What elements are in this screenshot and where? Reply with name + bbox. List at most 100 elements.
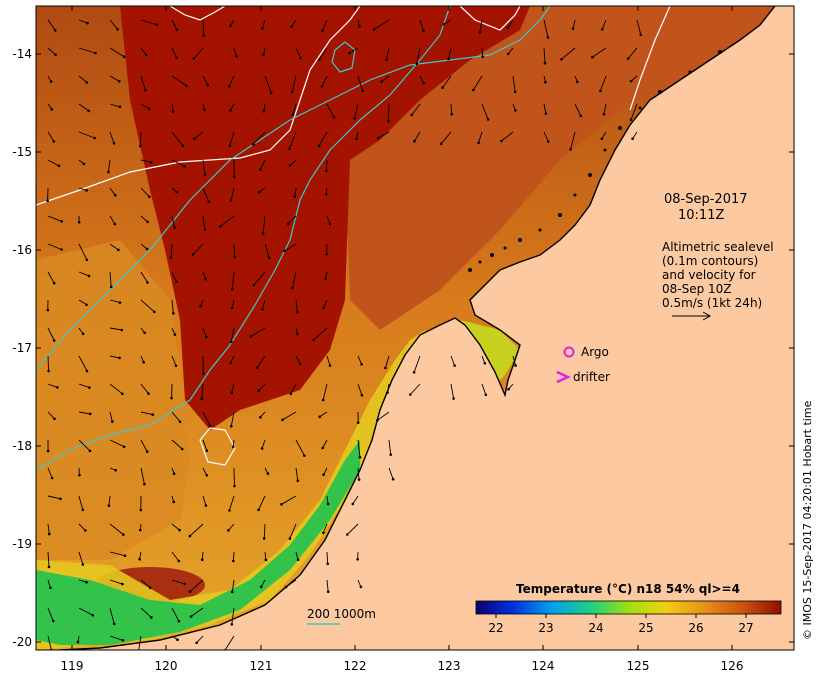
velocity-vector-head	[85, 303, 88, 307]
velocity-vector	[109, 579, 123, 585]
velocity-vector	[202, 159, 206, 175]
velocity-vector-head	[228, 509, 231, 512]
velocity-vector-head	[325, 169, 328, 173]
velocity-vector-head	[204, 504, 208, 507]
velocity-vector-head	[579, 114, 583, 118]
velocity-vector-head	[626, 57, 630, 60]
velocity-vector-head	[267, 256, 271, 260]
velocity-vector	[264, 75, 272, 93]
lon-tick-label: 126	[721, 659, 744, 673]
velocity-vector-head	[257, 389, 261, 392]
lon-tick-label: 120	[155, 659, 178, 673]
velocity-vector	[481, 383, 487, 395]
colorbar-tick-label: 26	[688, 621, 703, 635]
velocity-vector	[388, 467, 394, 480]
velocity-vector-head	[231, 590, 234, 594]
velocity-vector	[601, 131, 607, 139]
velocity-vector	[354, 103, 359, 119]
velocity-vector-head	[81, 508, 85, 512]
velocity-vector-head	[173, 226, 176, 229]
velocity-vector-head	[174, 364, 178, 368]
velocity-vector-head	[50, 476, 54, 480]
velocity-vector-head	[571, 27, 575, 30]
velocity-vector	[450, 383, 455, 399]
velocity-vector-head	[203, 108, 206, 112]
velocity-vector-head	[514, 364, 517, 367]
velocity-vector	[574, 103, 582, 117]
velocity-vector	[140, 103, 150, 110]
velocity-vector-head	[150, 616, 153, 619]
velocity-scale-arrow	[672, 311, 712, 321]
velocity-vector	[411, 103, 421, 116]
argo-marker	[563, 346, 575, 358]
velocity-vector	[292, 103, 297, 115]
velocity-vector-head	[85, 81, 89, 84]
velocity-vector-head	[320, 85, 324, 88]
velocity-vector-head	[284, 585, 288, 589]
velocity-vector	[109, 411, 113, 422]
velocity-vector	[592, 47, 607, 58]
velocity-vector-head	[53, 417, 56, 421]
velocity-vector	[321, 75, 328, 87]
velocity-vector-head	[81, 332, 85, 336]
velocity-vector-head	[514, 109, 517, 112]
velocity-vector	[47, 215, 62, 222]
coastline	[59, 6, 776, 650]
velocity-vector-head	[116, 28, 119, 31]
velocity-vector-head	[202, 372, 205, 375]
velocity-vector	[78, 607, 93, 616]
velocity-vector-head	[483, 361, 487, 365]
velocity-vector	[224, 635, 235, 650]
velocity-vector	[140, 439, 148, 452]
velocity-vector	[109, 439, 125, 448]
velocity-vector	[263, 523, 266, 539]
velocity-vector-head	[249, 335, 253, 338]
velocity-vector-head	[261, 27, 264, 30]
velocity-vector-head	[359, 585, 363, 589]
velocity-vector-head	[318, 415, 322, 419]
velocity-vector	[47, 411, 55, 420]
velocity-vector-head	[76, 640, 80, 644]
velocity-vector-head	[298, 362, 302, 366]
velocity-vector-head	[281, 418, 284, 422]
velocity-vector-head	[332, 116, 336, 119]
velocity-vector	[357, 467, 360, 480]
velocity-vector-head	[112, 142, 116, 145]
velocity-vector	[109, 607, 115, 625]
velocity-vector-head	[569, 148, 572, 151]
velocity-vector	[570, 131, 576, 150]
velocity-vector	[349, 47, 359, 54]
velocity-vector-head	[600, 137, 604, 140]
velocity-vector-head	[262, 109, 266, 113]
velocity-vector-head	[118, 105, 122, 109]
velocity-vector-head	[94, 51, 97, 55]
velocity-vector-head	[139, 144, 142, 148]
velocity-vector	[109, 47, 125, 58]
islands	[468, 50, 722, 272]
plot-frame	[35, 5, 795, 651]
velocity-vector	[140, 187, 150, 198]
velocity-vector	[232, 551, 235, 562]
bay-waters	[460, 320, 520, 385]
velocity-vector-head	[206, 83, 210, 87]
velocity-vector-head	[229, 24, 232, 28]
velocity-vector	[481, 103, 489, 120]
velocity-vector-head	[360, 363, 363, 366]
sea-level-contour	[36, 6, 361, 206]
velocity-vector-head	[441, 86, 444, 89]
velocity-vector-head	[232, 175, 236, 179]
velocity-vector-head	[86, 21, 89, 25]
velocity-vector-head	[259, 415, 262, 419]
velocity-vector	[313, 327, 328, 341]
velocity-vector	[171, 19, 178, 30]
velocity-vector-head	[413, 139, 416, 143]
velocity-vector	[140, 75, 146, 91]
velocity-vector	[47, 19, 56, 31]
velocity-vector-head	[47, 369, 50, 373]
velocity-vector	[295, 439, 305, 456]
velocity-vector-head	[77, 221, 81, 224]
velocity-vector	[264, 243, 270, 259]
velocity-vector-head	[387, 119, 390, 123]
velocity-vector	[630, 103, 638, 120]
altimetry-legend-line: 0.5m/s (1kt 24h)	[662, 296, 762, 310]
